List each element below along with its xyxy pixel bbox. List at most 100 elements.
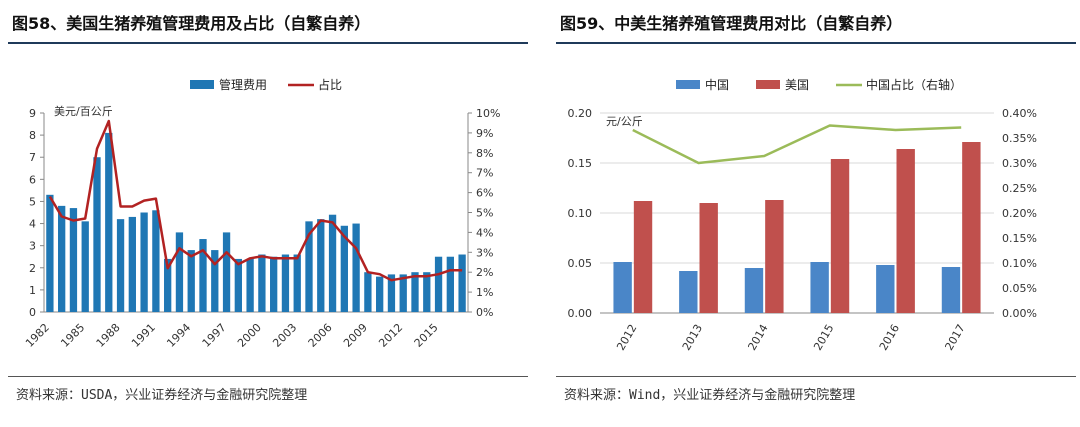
y2-tick-label: 10% [476,107,500,120]
bar-management-cost [164,258,172,312]
left-title-rule [8,42,528,44]
bar-management-cost [364,272,372,312]
bar-management-cost [376,276,384,312]
bar-management-cost [270,256,278,312]
y2-tick-label: 3% [476,246,493,259]
bar-management-cost [152,210,160,312]
x-tick-label: 2003 [270,321,299,350]
right-figure: 图59、中美生猪养殖管理费用对比（自繁自养） 0.00 0.05 0.10 0.15 0… [548,0,1080,427]
x-tick-label: 2000 [235,321,264,350]
bar-management-cost [128,216,136,312]
bar-china [810,262,829,313]
bar-management-cost [317,219,325,312]
bar-management-cost [446,256,454,312]
y-axis-unit-label: 美元/百公斤 [54,105,113,118]
bar-management-cost [434,256,443,312]
y-tick-label: 8 [29,129,36,142]
right-title-rule [556,42,1076,44]
bar-management-cost [222,232,231,312]
bar-china [679,271,698,313]
bar-management-cost [69,208,78,312]
bar-management-cost [58,205,66,312]
y-tick-label: 2 [29,262,36,275]
bar-china [744,268,764,313]
bar-management-cost [199,239,207,312]
bar-management-cost [234,258,242,312]
y-tick-label: 9 [29,107,36,120]
y2-tick-label: 0.05% [1002,282,1037,295]
y2-tick-label: 0.10% [1002,257,1037,270]
bar-usa [896,149,915,313]
legend-label-usa: 美国 [785,78,809,92]
x-tick-label: 2015 [412,321,441,350]
y2-tick-label: 2% [476,266,493,279]
y-tick-label: 7 [29,151,36,164]
y2-tick-label: 5% [476,207,493,220]
y-tick-label: 0.15 [568,157,593,170]
bar-usa [962,142,981,313]
legend-label-ratio: 中国占比（右轴） [866,77,962,92]
y2-tick-label: 9% [476,127,493,140]
y-tick-label: 0.20 [568,107,593,120]
y-tick-label: 6 [29,173,36,186]
legend-label-line: 占比 [318,77,342,92]
bar-management-cost [399,274,407,312]
y2-tick-label: 7% [476,167,493,180]
right-figure-title: 图59、中美生猪养殖管理费用对比（自繁自养） [560,14,903,33]
y2-tick-label: 6% [476,187,493,200]
right-chart: 0.00 0.05 0.10 0.15 0.20 0.00% 0.05% 0.10% 0.15%… [568,77,1037,353]
y-axis-unit-label: 元/公斤 [606,115,643,128]
y2-tick-label: 0% [476,306,493,319]
bar-china [876,265,895,313]
y2-tick-label: 0.20% [1002,207,1037,220]
y-tick-label: 0.00 [568,307,593,320]
bar-usa [699,203,718,313]
line-ratio [48,119,463,282]
bar-china [613,262,632,313]
legend-swatch-bar [190,80,214,89]
bar-management-cost [246,258,254,312]
bar-management-cost [116,219,125,312]
x-tick-label: 2013 [680,322,705,353]
y2-tick-label: 0.00% [1002,307,1037,320]
x-tick-label: 2009 [341,321,370,350]
y-tick-label: 0.10 [568,207,593,220]
bar-management-cost [340,225,348,312]
bar-management-cost [175,232,184,312]
right-source-rule [556,376,1076,377]
legend-swatch-usa [756,80,780,89]
y2-tick-label: 0.40% [1002,107,1037,120]
x-tick-label: 1991 [129,321,158,350]
y2-tick-label: 0.25% [1002,182,1037,195]
x-tick-label: 2016 [877,322,902,353]
y-tick-label: 1 [29,284,36,297]
x-tick-label: 1985 [58,321,87,350]
line-china-ratio [632,124,962,165]
bar-management-cost [293,254,301,312]
left-source-rule [8,376,528,377]
y2-tick-label: 4% [476,226,493,239]
x-tick-label: 2012 [614,322,639,353]
y2-tick-label: 8% [476,147,493,160]
bar-usa [633,201,653,313]
bar-management-cost [211,250,219,312]
bar-china [941,267,961,313]
y-tick-label: 0.05 [568,257,593,270]
left-figure: 图58、美国生猪养殖管理费用及占比（自繁自养） 0 1 2 3 4 5 6 7 8 9 0% 1% 2%… [0,0,532,427]
bar-management-cost [187,250,195,312]
bar-management-cost [258,254,266,312]
bar-usa [765,200,784,313]
legend-swatch-china [676,80,700,89]
bar-management-cost [305,221,313,312]
y2-tick-label: 1% [476,286,493,299]
bar-management-cost [281,254,290,312]
y-tick-label: 0 [29,306,36,319]
bar-management-cost [105,132,113,312]
legend-label-china: 中国 [705,77,729,92]
bar-management-cost [46,194,54,312]
x-tick-label: 1994 [164,321,193,350]
left-source-note: 资料来源：USDA，兴业证券经济与金融研究院整理 [16,388,308,403]
x-tick-label: 2015 [811,322,836,353]
x-tick-label: 2014 [746,322,771,353]
